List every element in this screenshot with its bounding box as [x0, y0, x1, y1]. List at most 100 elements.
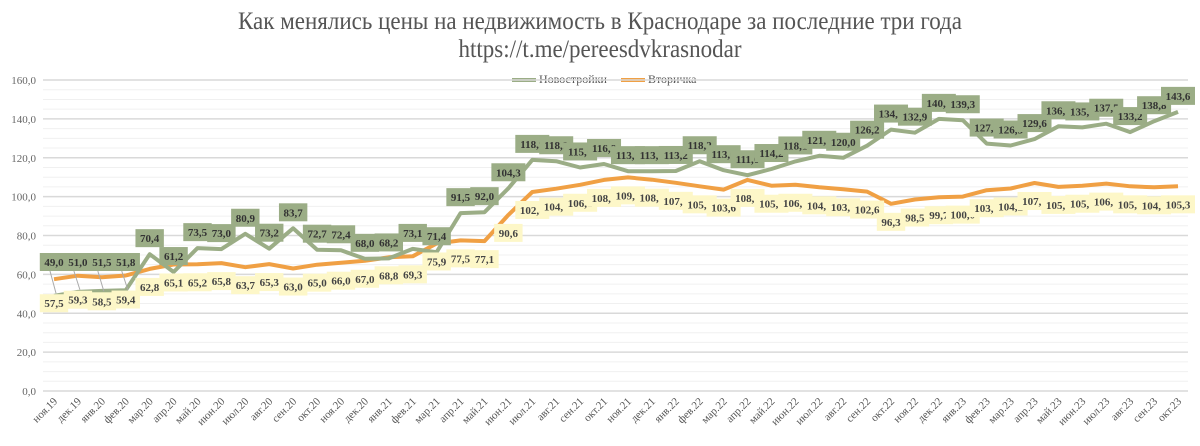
- data-label-resale: 105,3: [1161, 195, 1195, 214]
- svg-text:63,0: 63,0: [284, 282, 304, 294]
- data-label-resale: 63,7: [231, 276, 260, 295]
- data-label-resale: 102,6: [850, 200, 885, 219]
- svg-text:103,3: 103,3: [974, 203, 999, 215]
- svg-text:113,1: 113,1: [640, 150, 664, 162]
- svg-text:77,5: 77,5: [451, 253, 471, 265]
- data-label-new: 92,0: [470, 187, 499, 206]
- svg-text:51,8: 51,8: [116, 257, 136, 269]
- x-tick-label: сен.20: [270, 395, 300, 425]
- svg-text:137,5: 137,5: [1094, 103, 1119, 115]
- data-label-resale: 77,5: [446, 249, 475, 268]
- x-tick-label: июл.20: [220, 395, 252, 427]
- leader-line: [49, 270, 57, 294]
- data-label-new: 68,2: [374, 233, 404, 252]
- data-label-resale: 63,0: [278, 277, 308, 296]
- svg-text:67,0: 67,0: [355, 274, 375, 286]
- x-tick-label: окт.22: [869, 396, 898, 425]
- svg-text:90,6: 90,6: [499, 228, 519, 240]
- x-tick-label: мар.22: [699, 396, 729, 426]
- svg-text:73,2: 73,2: [260, 228, 280, 240]
- svg-text:104,8: 104,8: [807, 200, 832, 212]
- x-tick-label: дек.21: [629, 396, 658, 425]
- svg-text:105,3: 105,3: [1166, 199, 1191, 211]
- data-label-resale: 69,3: [398, 265, 427, 284]
- x-tick-label: окт.21: [582, 396, 611, 425]
- leader-line: [97, 270, 105, 292]
- data-label-resale: 59,4: [111, 290, 140, 309]
- data-label-new: 51,0: [63, 253, 93, 271]
- svg-text:113,2: 113,2: [664, 150, 689, 162]
- x-tick-label: ноя.22: [891, 396, 921, 426]
- svg-text:140,0: 140,0: [926, 98, 951, 110]
- x-tick-label: июл.23: [1081, 395, 1113, 427]
- svg-text:51,5: 51,5: [92, 257, 112, 269]
- data-label-new: 73,1: [398, 223, 427, 242]
- data-label-resale: 65,1: [159, 273, 188, 292]
- y-tick-label: 60,0: [17, 269, 37, 281]
- x-tick-label: сен.23: [1131, 395, 1161, 425]
- svg-text:120,0: 120,0: [831, 137, 856, 149]
- x-tick-label: ноя.19: [30, 395, 60, 425]
- data-label-resale: 108,6: [730, 188, 765, 207]
- svg-text:65,2: 65,2: [188, 277, 208, 289]
- x-tick-label: фев.23: [962, 395, 993, 426]
- svg-text:92,0: 92,0: [475, 191, 495, 203]
- svg-text:104,1: 104,1: [544, 202, 569, 214]
- svg-text:136,2: 136,2: [1046, 105, 1071, 117]
- svg-text:75,9: 75,9: [427, 256, 447, 268]
- data-label-resale: 66,0: [326, 271, 356, 290]
- svg-text:73,1: 73,1: [403, 228, 422, 240]
- svg-text:72,4: 72,4: [331, 229, 351, 241]
- data-label-resale: 90,6: [494, 223, 523, 242]
- svg-text:49,0: 49,0: [44, 257, 64, 269]
- y-tick-label: 0,0: [22, 386, 36, 398]
- data-label-resale: 98,5: [900, 208, 930, 227]
- x-tick-label: июл.22: [794, 396, 826, 428]
- svg-text:96,3: 96,3: [881, 217, 901, 229]
- data-label-new: 80,9: [231, 208, 260, 227]
- data-label-resale: 58,5: [87, 292, 117, 311]
- svg-text:59,4: 59,4: [116, 295, 136, 307]
- svg-text:105,3: 105,3: [687, 199, 712, 211]
- svg-text:105,6: 105,6: [1070, 199, 1095, 211]
- x-axis: ноя.19дек.19янв.20фев.20мар.20апр.20май.…: [30, 395, 1184, 428]
- y-tick-label: 120,0: [11, 153, 36, 165]
- svg-text:57,5: 57,5: [44, 298, 64, 310]
- x-tick-label: мар.23: [986, 395, 1017, 426]
- data-label-new: 91,5: [446, 188, 475, 207]
- svg-text:104,8: 104,8: [1142, 200, 1167, 212]
- svg-text:70,4: 70,4: [140, 233, 160, 245]
- svg-text:134,5: 134,5: [879, 109, 904, 121]
- data-label-new: 139,3: [945, 95, 980, 114]
- svg-text:127,3: 127,3: [974, 123, 999, 135]
- svg-text:138,8: 138,8: [1142, 100, 1167, 112]
- data-label-new: 126,2: [850, 120, 885, 139]
- svg-text:59,3: 59,3: [68, 295, 88, 307]
- svg-text:98,5: 98,5: [905, 213, 925, 225]
- data-label-new: 73,0: [207, 224, 236, 243]
- svg-text:105,3: 105,3: [1118, 199, 1143, 211]
- data-label-resale: 77,1: [470, 250, 499, 269]
- svg-text:69,3: 69,3: [403, 269, 423, 281]
- data-label-resale: 68,8: [374, 266, 404, 285]
- chart-subtitle-link: https://t.me/pereesdvkrasnodar: [458, 36, 742, 63]
- x-tick-label: сен.21: [557, 396, 586, 425]
- leader-line: [73, 270, 81, 290]
- svg-text:106,1: 106,1: [568, 198, 593, 210]
- data-label-new: 51,8: [111, 253, 140, 271]
- svg-text:102,6: 102,6: [855, 205, 880, 217]
- data-label-new: 143,6: [1161, 86, 1195, 105]
- svg-text:118,1: 118,1: [783, 140, 807, 152]
- svg-text:62,8: 62,8: [140, 282, 160, 294]
- x-tick-label: фев.22: [675, 396, 705, 426]
- data-label-new: 51,5: [87, 253, 117, 271]
- data-label-new: 68,0: [350, 233, 380, 252]
- svg-text:106,7: 106,7: [1094, 197, 1119, 209]
- data-label-new: 132,9: [897, 107, 932, 126]
- svg-text:105,0: 105,0: [1046, 200, 1071, 212]
- x-tick-label: ноя.20: [317, 395, 347, 425]
- svg-text:126,2: 126,2: [855, 125, 880, 137]
- svg-text:103,8: 103,8: [831, 202, 856, 214]
- data-label-new: 70,4: [135, 229, 164, 248]
- svg-text:83,7: 83,7: [284, 207, 304, 219]
